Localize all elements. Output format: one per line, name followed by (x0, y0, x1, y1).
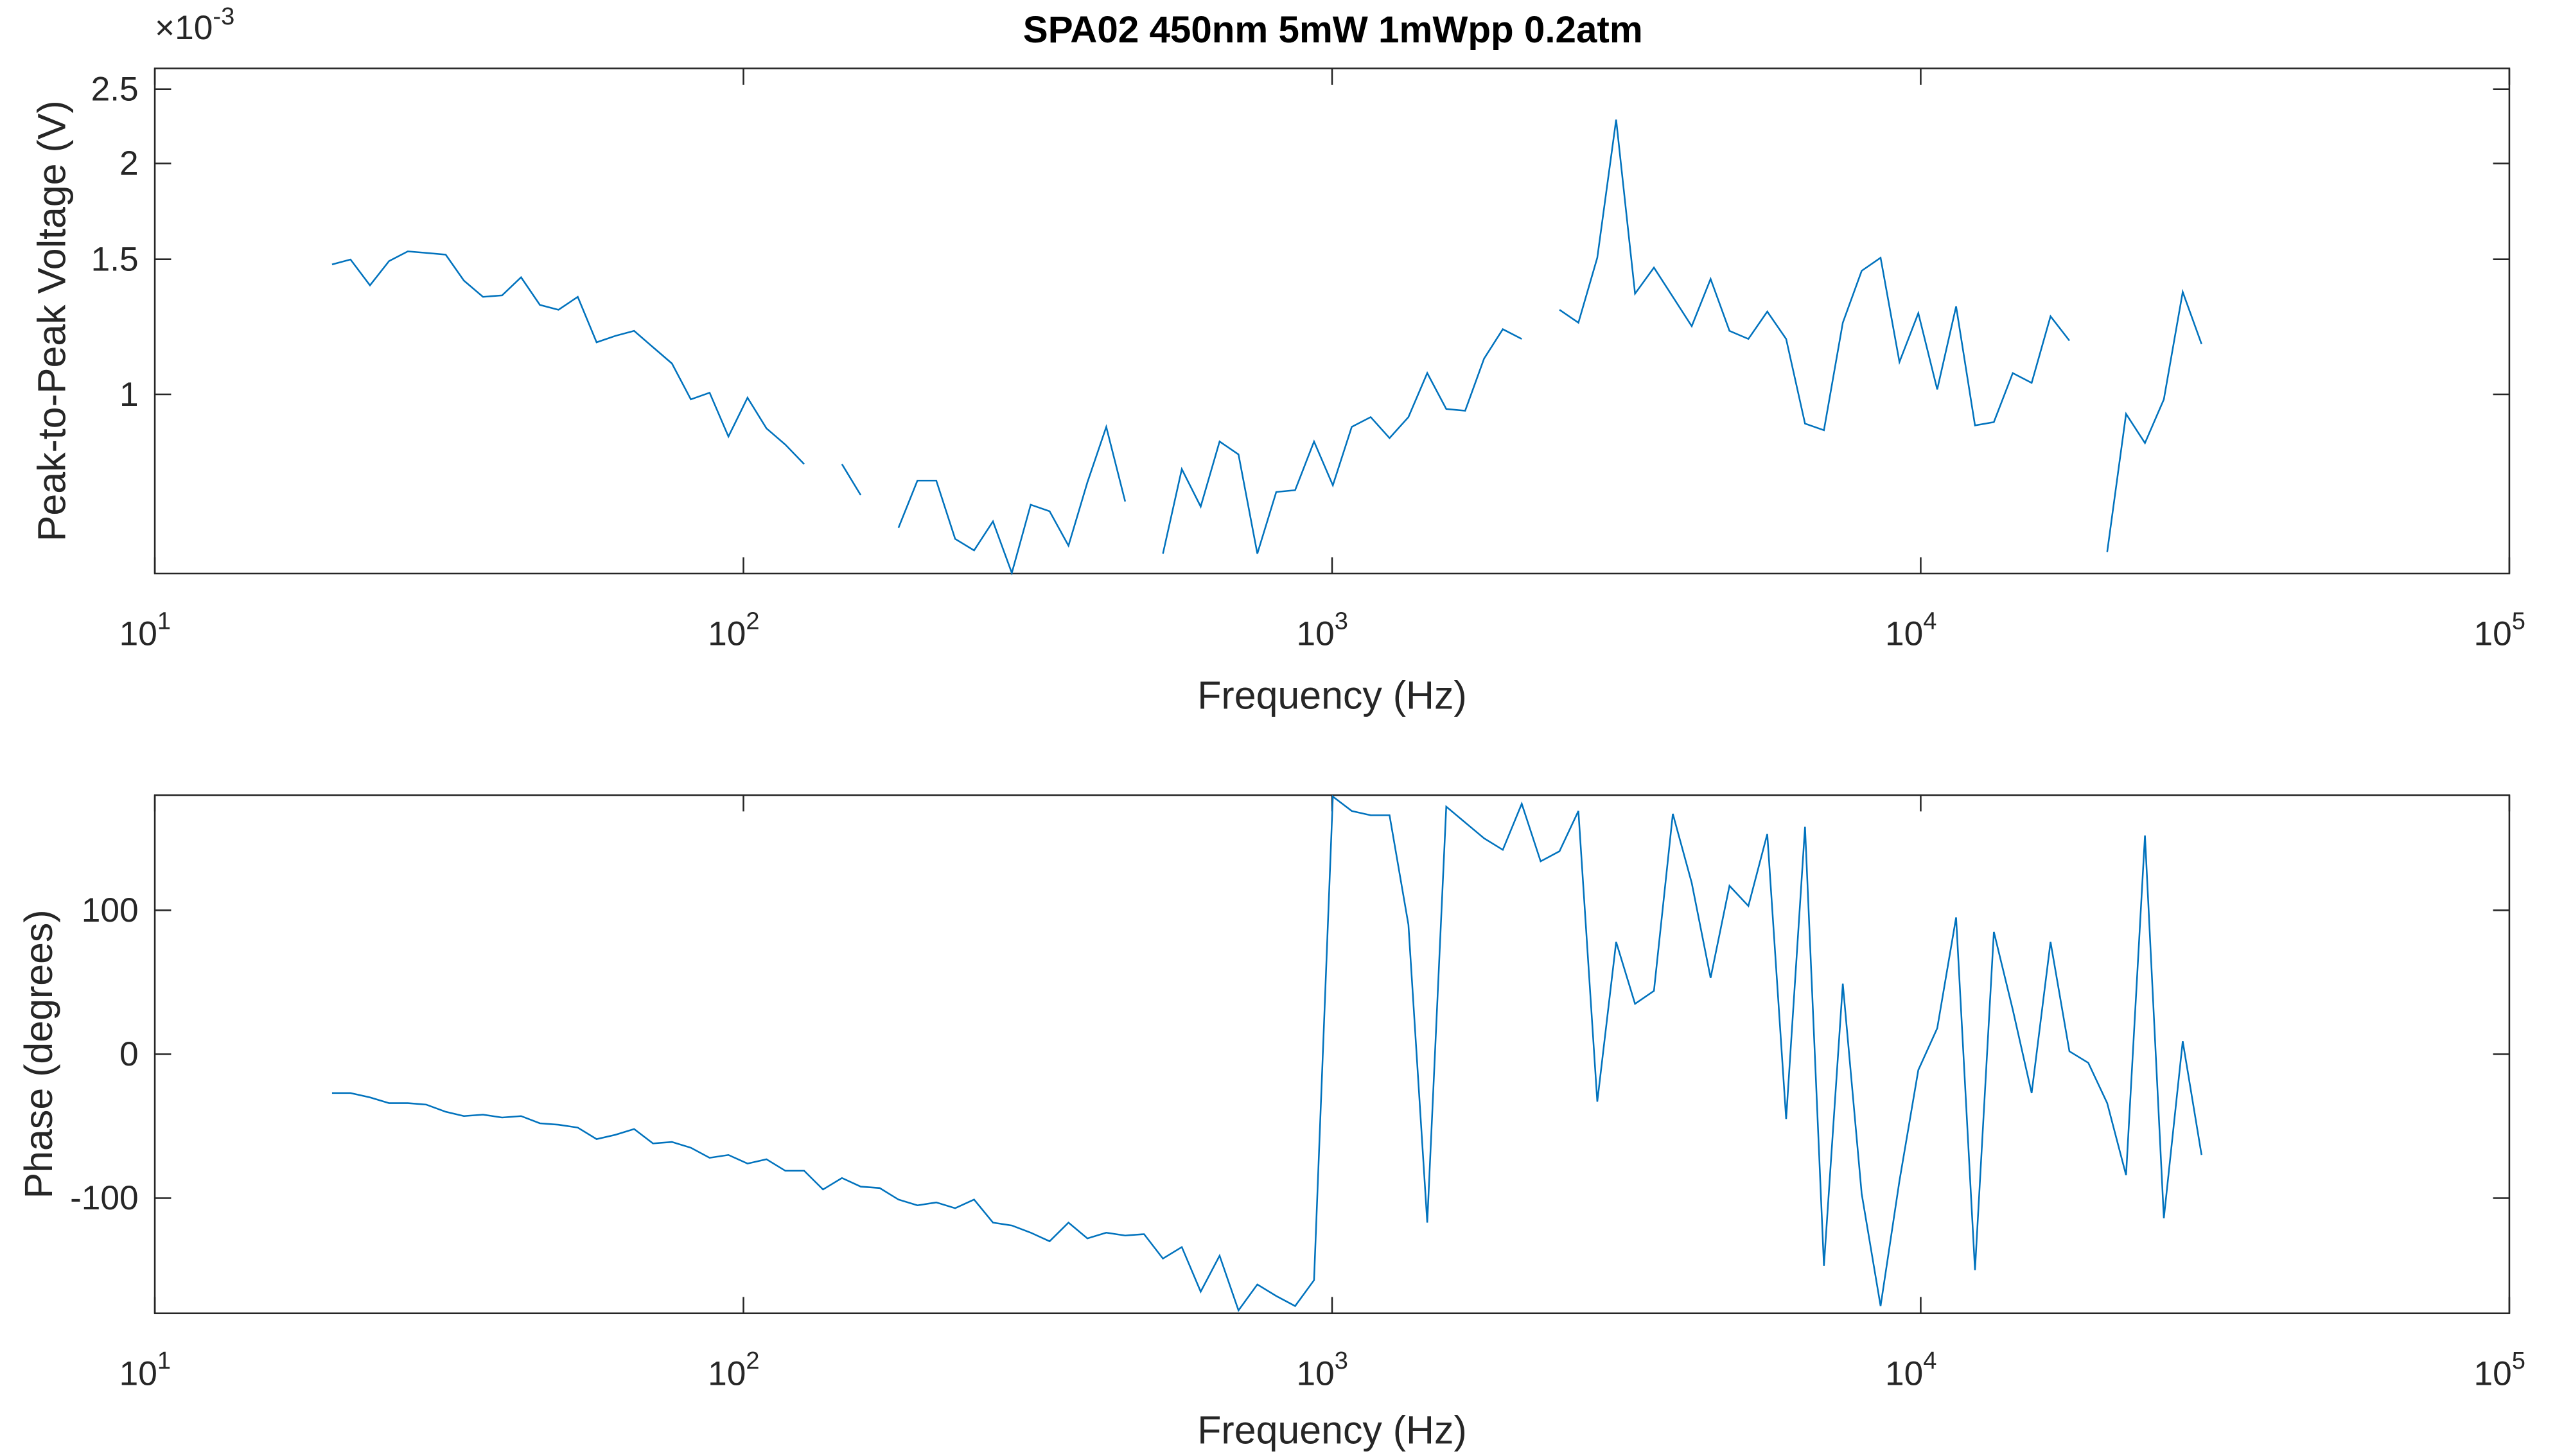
x-tick-exponent: 2 (746, 608, 759, 635)
y-tick-label: 0 (119, 1035, 139, 1073)
x-tick-label: 105 (2473, 608, 2525, 653)
y-tick-label: -100 (70, 1179, 139, 1217)
x-tick-base: 10 (2473, 1355, 2511, 1392)
x-tick-label: 101 (119, 1347, 171, 1392)
x-tick-label: 102 (708, 1347, 759, 1392)
x-tick-label: 102 (708, 608, 759, 653)
x-tick-label: 101 (119, 608, 171, 653)
y-multiplier: ×10-3 (155, 3, 234, 47)
data-line (331, 794, 2202, 1312)
x-tick-exponent: 1 (157, 1347, 171, 1374)
x-tick-base: 10 (1885, 1355, 1923, 1392)
x-tick-label: 104 (1885, 608, 1936, 653)
y-axis-label: Peak-to-Peak Voltage (V) (30, 100, 74, 541)
x-tick-label: 103 (1297, 608, 1348, 653)
y-tick-label: 100 (82, 891, 139, 929)
x-tick-exponent: 1 (157, 608, 171, 635)
y-tick-label: 2.5 (91, 70, 139, 108)
x-tick-base: 10 (119, 1355, 157, 1392)
y-multiplier-exponent: -3 (213, 3, 234, 30)
x-tick-label: 104 (1885, 1347, 1936, 1392)
y-multiplier-base: ×10 (155, 9, 213, 47)
x-tick-base: 10 (1297, 615, 1335, 653)
chart-title: SPA02 450nm 5mW 1mWpp 0.2atm (1023, 9, 1643, 51)
y-tick-label: 2 (119, 145, 139, 182)
y-tick-label: 1.5 (91, 240, 139, 278)
x-tick-base: 10 (119, 615, 157, 653)
x-tick-base: 10 (1297, 1355, 1335, 1392)
x-tick-base: 10 (1885, 615, 1923, 653)
x-tick-exponent: 4 (1923, 608, 1936, 635)
x-tick-base: 10 (708, 615, 746, 653)
data-line (331, 119, 2202, 575)
x-axis-label: Frequency (Hz) (1197, 1408, 1466, 1452)
x-axis-label: Frequency (Hz) (1197, 674, 1466, 717)
x-tick-exponent: 5 (2512, 1347, 2525, 1374)
x-tick-exponent: 5 (2512, 608, 2525, 635)
x-tick-exponent: 3 (1335, 608, 1348, 635)
x-tick-base: 10 (708, 1355, 746, 1392)
x-tick-exponent: 3 (1335, 1347, 1348, 1374)
x-tick-exponent: 2 (746, 1347, 759, 1374)
y-tick-label: 1 (119, 376, 139, 414)
y-axis-label: Phase (degrees) (17, 909, 60, 1198)
x-tick-label: 105 (2473, 1347, 2525, 1392)
x-tick-base: 10 (2473, 615, 2511, 653)
x-tick-exponent: 4 (1923, 1347, 1936, 1374)
x-tick-label: 103 (1297, 1347, 1348, 1392)
